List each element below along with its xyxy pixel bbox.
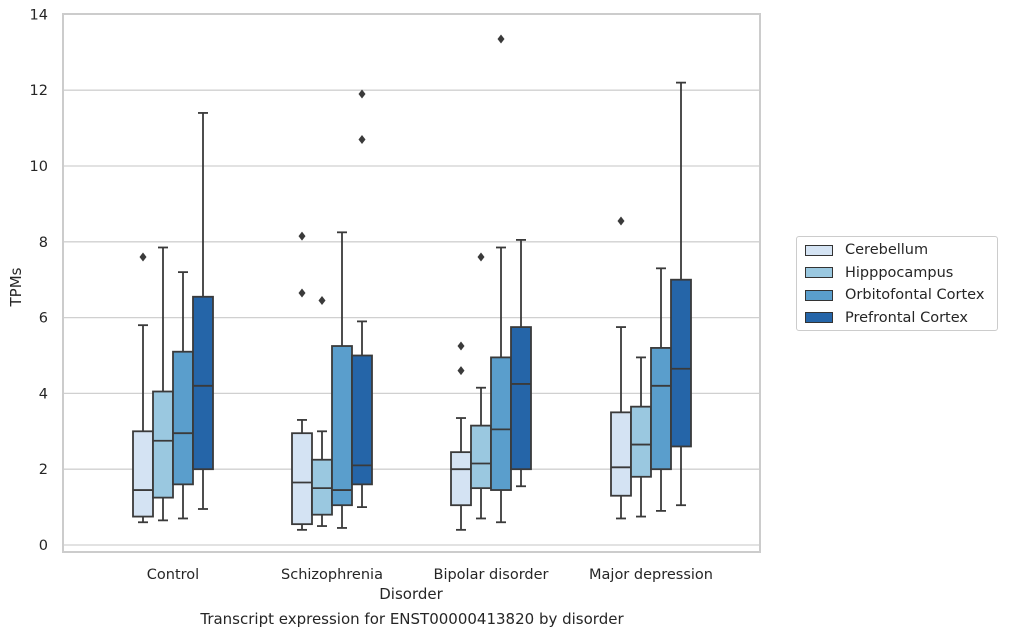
box-prefrontal-cortex <box>510 239 532 488</box>
figure-caption: Transcript expression for ENST0000041382… <box>200 610 624 628</box>
plot-frame <box>62 13 761 553</box>
box-orbitofontal-cortex <box>650 267 672 512</box>
box-iqr <box>670 278 692 448</box>
y-axis-label: TPMs <box>7 267 25 307</box>
y-tick-label: 2 <box>39 462 48 478</box>
x-tick-label: Major depression <box>589 567 713 583</box>
box-iqr <box>311 458 333 516</box>
box-iqr <box>630 405 652 478</box>
x-tick-labels: Control Schizophrenia Bipolar disorder Majo… <box>147 567 713 583</box>
box-prefrontal-cortex <box>670 81 692 507</box>
legend-label: Hipppocampus <box>845 264 954 281</box>
box-hipppocampus <box>152 246 174 522</box>
box-hipppocampus <box>630 356 652 518</box>
box-iqr <box>610 411 632 497</box>
box-cerebellum <box>132 252 154 524</box>
y-tick-label: 12 <box>30 83 48 99</box>
box-iqr <box>172 350 194 486</box>
x-tick-label: Bipolar disorder <box>434 567 549 583</box>
box-orbitofontal-cortex <box>331 231 353 529</box>
box-iqr <box>291 432 313 526</box>
outlier-point <box>617 216 625 226</box>
box-prefrontal-cortex <box>192 112 214 510</box>
box-cerebellum <box>291 231 313 531</box>
box-iqr <box>650 347 672 471</box>
legend: Cerebellum Hipppocampus Orbitofontal Corte… <box>796 236 998 331</box>
outlier-point <box>298 288 306 298</box>
outlier-point <box>358 134 366 144</box>
outlier-point <box>457 341 465 351</box>
box-iqr <box>351 354 373 486</box>
legend-label: Prefrontal Cortex <box>845 309 968 326</box>
box-iqr <box>490 356 512 491</box>
outlier-point <box>139 252 147 262</box>
legend-label: Cerebellum <box>845 242 929 258</box>
y-tick-label: 10 <box>30 159 48 175</box>
legend-item: Cerebellum <box>805 240 928 260</box>
legend-swatch <box>805 267 833 278</box>
box-iqr <box>192 295 214 471</box>
outlier-point <box>477 252 485 262</box>
box-iqr <box>132 430 154 518</box>
box-hipppocampus <box>470 252 492 520</box>
y-tick-label: 0 <box>39 538 48 554</box>
x-axis-label: Disorder <box>379 585 443 603</box>
outlier-point <box>318 296 326 306</box>
y-tick-labels: 0 2 4 6 8 10 12 14 <box>30 7 48 554</box>
box-cerebellum <box>610 216 632 520</box>
box-orbitofontal-cortex <box>490 34 512 524</box>
y-tick-label: 6 <box>39 311 48 327</box>
legend-item: Hipppocampus <box>805 263 953 283</box>
legend-item: Orbitofontal Cortex <box>805 285 984 305</box>
outlier-point <box>358 89 366 99</box>
y-tick-label: 8 <box>39 235 48 251</box>
box-iqr <box>510 326 532 471</box>
x-tick-label: Schizophrenia <box>281 567 383 583</box>
boxes-layer <box>132 34 692 531</box>
outlier-point <box>457 366 465 376</box>
box-iqr <box>152 390 174 499</box>
x-tick-label: Control <box>147 567 199 583</box>
y-tick-label: 14 <box>30 7 48 23</box>
box-prefrontal-cortex <box>351 89 373 509</box>
box-cerebellum <box>450 341 472 531</box>
box-iqr <box>331 345 353 507</box>
outlier-point <box>497 34 505 44</box>
legend-label: Orbitofontal Cortex <box>845 287 985 303</box>
box-orbitofontal-cortex <box>172 271 194 520</box>
box-iqr <box>470 424 492 490</box>
legend-item: Prefrontal Cortex <box>805 308 968 328</box>
y-tick-label: 4 <box>39 386 48 402</box>
box-iqr <box>450 451 472 507</box>
legend-swatch <box>805 244 833 256</box>
outlier-point <box>298 231 306 241</box>
legend-swatch <box>805 312 833 323</box>
box-hipppocampus <box>311 296 333 527</box>
legend-swatch <box>805 289 833 301</box>
